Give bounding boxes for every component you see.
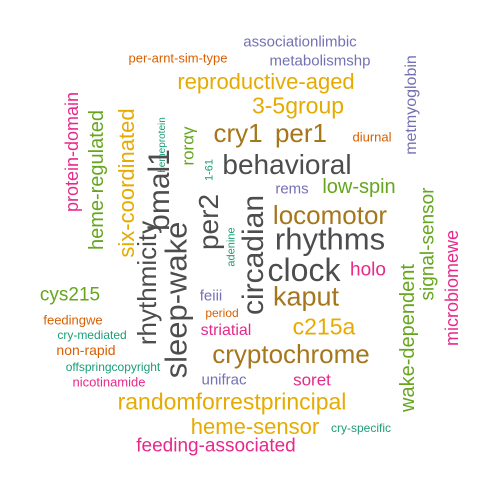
word-wake-dependent: wake-dependent [397,264,419,412]
word-unifrac: unifrac [201,371,247,389]
word-soret: soret [293,370,331,390]
word-3-5group: 3-5group [251,92,345,119]
word-locomotor: locomotor [272,200,388,230]
word-reproductive-aged: reproductive-aged [177,69,355,94]
word-offspringcopyright: offspringcopyright [65,360,161,374]
word-per2: per2 [193,193,224,251]
word-cys215: cys215 [39,284,101,306]
word-diurnal: diurnal [352,129,392,145]
word-nicotinamide: nicotinamide [72,374,146,390]
word-heme-regulated: heme-regulated [86,109,108,251]
word-period: period [205,306,239,320]
word-sleep-wake: sleep-wake [158,221,194,379]
word-protein-domain: protein-domain [62,91,82,213]
word-cry-specific: cry-specific [330,421,392,435]
word-feeding-associated: feeding-associated [136,435,296,457]
word-feiii: feiii [199,287,223,305]
word-rems: rems [275,180,309,198]
word-cry-mediated: cry-mediated [57,328,127,342]
word-heme-sensor: heme-sensor [190,414,320,439]
word-rorαγ: rorαγ [178,126,198,166]
word-c215a: c215a [292,313,356,340]
word-clock: clock [267,252,341,288]
word-feedingwe: feedingwe [43,312,103,328]
word-adenine: adenine [225,227,238,267]
word-metmyoglobin: metmyoglobin [403,55,420,155]
word-rhythms: rhythms [274,221,386,257]
word-cry1: cry1 [213,118,263,148]
word-microbiomewe: microbiomewe [442,229,462,347]
word-randomforrestprincipal: randomforrestprincipal [117,388,347,415]
word-kaput: kaput [272,281,340,312]
word-low-spin: low-spin [322,176,396,198]
word-per1: per1 [274,118,328,148]
word-rhythmicity: rhythmicity [132,220,162,346]
word-metabolismshp: metabolismshp [269,52,371,70]
word-non-rapid: non-rapid [56,342,116,358]
word-holo: holo [350,259,386,281]
word-associationlimbic: associationlimbic [243,33,357,51]
word-signal-sensor: signal-sensor [417,187,439,301]
word-striatial: striatial [200,322,252,339]
word-per-arnt-sim-type: per-arnt-sim-type [128,50,228,66]
word-bmal1: bmal1 [143,149,176,231]
word-circadian: circadian [237,194,270,316]
word-behavioral: behavioral [222,149,352,180]
word-1-61: 1-61 [203,158,216,182]
word-cryptochrome: cryptochrome [212,339,370,369]
